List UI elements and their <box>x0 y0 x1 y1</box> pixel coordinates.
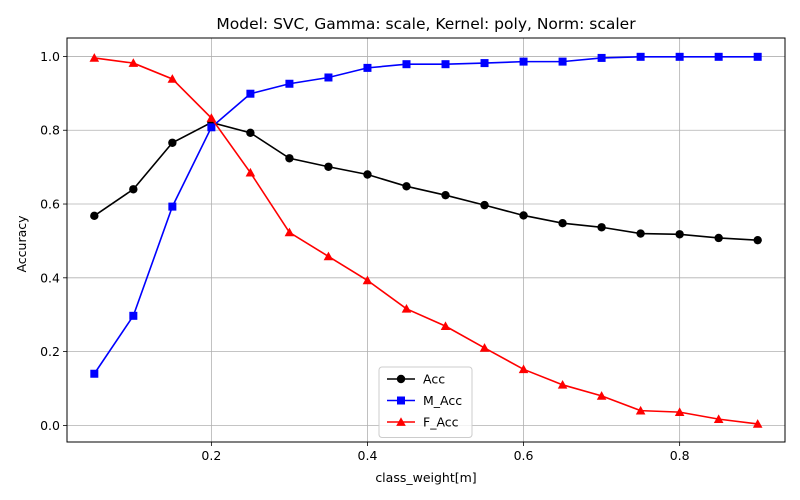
data-point <box>596 391 607 400</box>
data-point <box>362 275 373 285</box>
data-point <box>246 89 255 98</box>
data-point <box>206 113 217 122</box>
legend-item: Acc <box>387 372 445 387</box>
data-point <box>753 235 762 245</box>
data-point <box>245 167 256 177</box>
data-point <box>675 230 684 239</box>
data-point <box>635 405 646 415</box>
data-point <box>167 74 178 83</box>
data-point <box>129 311 138 320</box>
data-point <box>519 211 528 220</box>
data-point <box>558 219 567 228</box>
data-point <box>557 380 568 389</box>
x-tick-label: 0.8 <box>670 448 690 463</box>
data-point <box>714 233 723 243</box>
legend-item: M_Acc <box>387 393 462 408</box>
x-tick-label: 0.2 <box>201 448 221 463</box>
data-point <box>480 59 489 68</box>
data-point <box>440 321 451 330</box>
series-line <box>94 57 758 425</box>
legend-marker <box>396 417 406 426</box>
x-tick-label: 0.6 <box>514 448 534 463</box>
series-m-acc <box>90 52 762 378</box>
data-point <box>753 52 762 61</box>
chart-title: Model: SVC, Gamma: scale, Kernel: poly, … <box>216 15 636 33</box>
x-tick-label: 0.4 <box>358 448 378 463</box>
data-point <box>558 57 567 66</box>
data-point <box>363 63 372 72</box>
data-point <box>285 79 294 88</box>
data-point <box>90 211 99 221</box>
y-tick-label: 0.2 <box>40 344 60 359</box>
data-point <box>714 52 723 61</box>
data-point <box>128 58 139 67</box>
plot-frame <box>66 37 786 443</box>
data-point <box>129 185 138 194</box>
data-point <box>90 369 99 378</box>
series-f-acc <box>89 53 763 428</box>
series-line <box>93 56 758 375</box>
y-tick-label: 0.4 <box>40 270 60 285</box>
data-point <box>441 190 450 200</box>
data-point <box>675 52 684 61</box>
legend-label: M_Acc <box>423 393 462 408</box>
legend-marker <box>396 374 406 384</box>
data-point <box>324 73 333 82</box>
series-line <box>93 121 758 241</box>
legend-marker <box>397 396 405 405</box>
data-point <box>518 364 529 374</box>
data-point <box>636 52 645 61</box>
legend-item: F_Acc <box>387 415 459 430</box>
legend: Acc M_Acc F_Acc <box>378 366 473 438</box>
legend-label: Acc <box>423 372 445 387</box>
data-point <box>636 229 645 238</box>
data-point <box>284 227 295 237</box>
y-axis-label: Accuracy <box>14 215 29 273</box>
data-point <box>597 53 606 62</box>
data-point <box>401 304 412 313</box>
series-acc <box>90 118 762 245</box>
data-point <box>480 200 489 210</box>
data-point <box>168 202 177 211</box>
data-point <box>323 251 334 261</box>
y-tick-label: 0.0 <box>40 418 60 433</box>
data-point <box>324 162 333 171</box>
data-point <box>519 57 528 66</box>
data-point <box>89 53 100 62</box>
data-point <box>363 170 372 179</box>
data-point <box>479 343 490 352</box>
data-point <box>168 138 177 147</box>
data-point <box>441 60 450 69</box>
data-point <box>674 407 685 416</box>
data-point <box>402 60 411 69</box>
ticks: 0.2 0.4 0.6 0.8 0.0 0.2 0.4 0.6 0.8 1.0 <box>40 49 690 463</box>
x-axis-label: class_weight[m] <box>375 470 476 485</box>
data-point <box>285 154 294 163</box>
legend-label: F_Acc <box>423 415 459 430</box>
series-layer <box>89 52 763 428</box>
y-tick-label: 0.8 <box>40 123 60 138</box>
y-tick-label: 1.0 <box>40 49 60 64</box>
y-tick-label: 0.6 <box>40 197 60 212</box>
data-point <box>246 128 255 138</box>
data-point <box>713 414 724 423</box>
data-point <box>207 123 216 132</box>
data-point <box>597 223 606 232</box>
data-point <box>752 419 763 428</box>
data-point <box>402 182 411 191</box>
